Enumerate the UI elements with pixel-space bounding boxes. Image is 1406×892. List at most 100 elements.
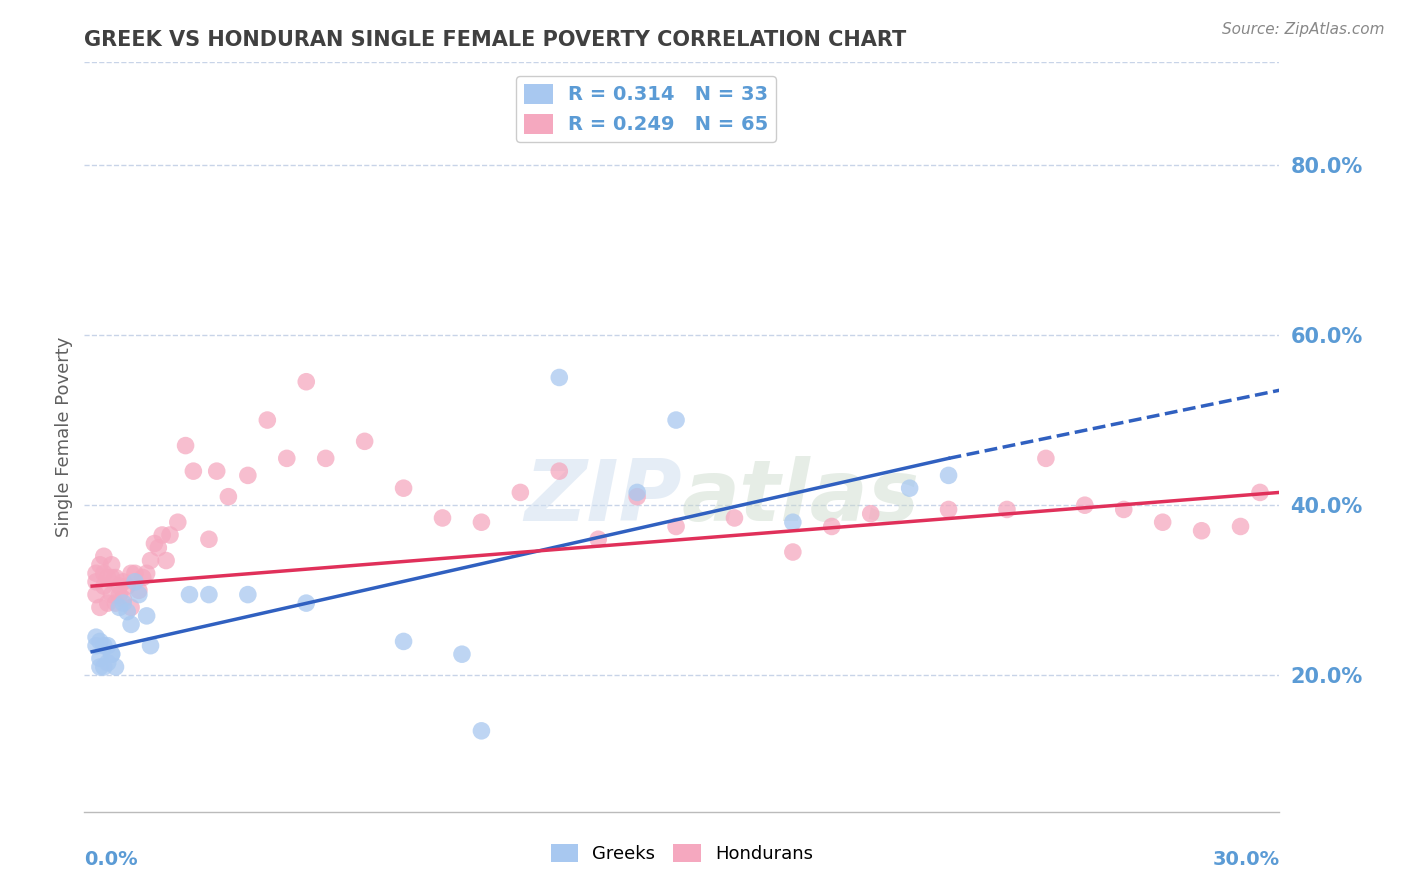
Point <box>626 485 648 500</box>
Point <box>198 533 221 547</box>
Point <box>217 490 239 504</box>
Point <box>1249 485 1271 500</box>
Point <box>155 553 177 567</box>
Point <box>859 507 882 521</box>
Point <box>236 468 259 483</box>
Point <box>1074 498 1097 512</box>
Point <box>93 566 115 581</box>
Point <box>295 375 318 389</box>
Text: ZIP: ZIP <box>524 456 682 539</box>
Point <box>89 634 111 648</box>
Text: 30.0%: 30.0% <box>1212 850 1279 869</box>
Point <box>104 571 127 585</box>
Point <box>84 639 107 653</box>
Point <box>100 588 122 602</box>
Point <box>236 588 259 602</box>
Point <box>1229 519 1251 533</box>
Point <box>108 579 131 593</box>
Point <box>108 600 131 615</box>
Point <box>898 481 921 495</box>
Point <box>84 566 107 581</box>
Point <box>179 588 201 602</box>
Point <box>120 566 142 581</box>
Point <box>97 596 120 610</box>
Point <box>276 451 298 466</box>
Point <box>1152 515 1174 529</box>
Point <box>124 574 146 589</box>
Point <box>93 660 115 674</box>
Point <box>104 660 127 674</box>
Point <box>626 490 648 504</box>
Point <box>93 639 115 653</box>
Text: Source: ZipAtlas.com: Source: ZipAtlas.com <box>1222 22 1385 37</box>
Point <box>1112 502 1135 516</box>
Point <box>938 468 960 483</box>
Point <box>139 553 162 567</box>
Text: 0.0%: 0.0% <box>84 850 138 869</box>
Point <box>392 634 415 648</box>
Point <box>995 502 1018 516</box>
Point <box>89 660 111 674</box>
Point <box>100 558 122 572</box>
Point <box>1191 524 1213 538</box>
Point <box>183 464 205 478</box>
Point <box>665 519 688 533</box>
Point <box>115 579 138 593</box>
Point <box>150 528 173 542</box>
Point <box>205 464 228 478</box>
Point <box>104 596 127 610</box>
Point <box>112 591 135 606</box>
Point <box>353 434 375 449</box>
Point <box>100 647 122 661</box>
Point <box>97 656 120 670</box>
Point <box>84 574 107 589</box>
Point <box>93 549 115 564</box>
Point <box>128 583 150 598</box>
Point <box>124 566 146 581</box>
Point <box>112 574 135 589</box>
Y-axis label: Single Female Poverty: Single Female Poverty <box>55 337 73 537</box>
Point <box>97 639 120 653</box>
Point <box>100 647 122 661</box>
Legend: Greeks, Hondurans: Greeks, Hondurans <box>544 837 820 870</box>
Point <box>723 511 745 525</box>
Point <box>120 600 142 615</box>
Point <box>1035 451 1057 466</box>
Point <box>93 579 115 593</box>
Point <box>148 541 170 555</box>
Point <box>451 647 474 661</box>
Text: atlas: atlas <box>682 456 920 539</box>
Point <box>586 533 609 547</box>
Point <box>548 464 571 478</box>
Point <box>295 596 318 610</box>
Text: GREEK VS HONDURAN SINGLE FEMALE POVERTY CORRELATION CHART: GREEK VS HONDURAN SINGLE FEMALE POVERTY … <box>84 29 907 50</box>
Point <box>97 571 120 585</box>
Point <box>84 630 107 644</box>
Point <box>938 502 960 516</box>
Point <box>470 515 492 529</box>
Point <box>132 571 155 585</box>
Point <box>166 515 188 529</box>
Point <box>821 519 844 533</box>
Point <box>315 451 337 466</box>
Point <box>100 571 122 585</box>
Point <box>509 485 531 500</box>
Point <box>782 545 804 559</box>
Point <box>665 413 688 427</box>
Point <box>89 558 111 572</box>
Point <box>120 617 142 632</box>
Point <box>89 651 111 665</box>
Point <box>782 515 804 529</box>
Point <box>432 511 454 525</box>
Point <box>135 566 157 581</box>
Point <box>135 608 157 623</box>
Point <box>470 723 492 738</box>
Point <box>115 605 138 619</box>
Point <box>89 600 111 615</box>
Point <box>548 370 571 384</box>
Point <box>108 588 131 602</box>
Point <box>139 639 162 653</box>
Point <box>174 439 197 453</box>
Point <box>84 588 107 602</box>
Point <box>256 413 278 427</box>
